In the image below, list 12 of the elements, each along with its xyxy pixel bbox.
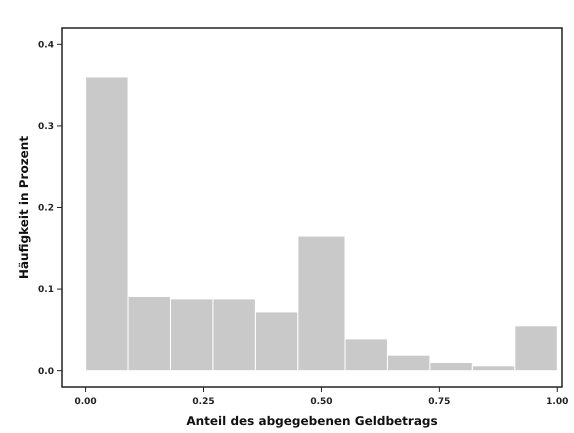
y-tick-label: 0.3 [38, 122, 54, 132]
x-tick-label: 0.25 [192, 397, 215, 407]
x-tick-label: 0.75 [428, 397, 450, 407]
y-tick-label: 0.1 [38, 285, 54, 296]
x-axis-title: Anteil des abgegebenen Geldbetrags [186, 414, 438, 428]
y-tick-label: 0.4 [38, 40, 54, 50]
x-tick-label: 0.50 [310, 397, 333, 407]
x-tick-label: 0.00 [74, 397, 97, 407]
y-tick-label: 0.0 [38, 366, 54, 377]
y-tick-label: 0.2 [38, 204, 54, 214]
y-axis-title: Häufigkeit in Prozent [17, 136, 31, 280]
x-tick-label: 1.00 [546, 397, 568, 407]
